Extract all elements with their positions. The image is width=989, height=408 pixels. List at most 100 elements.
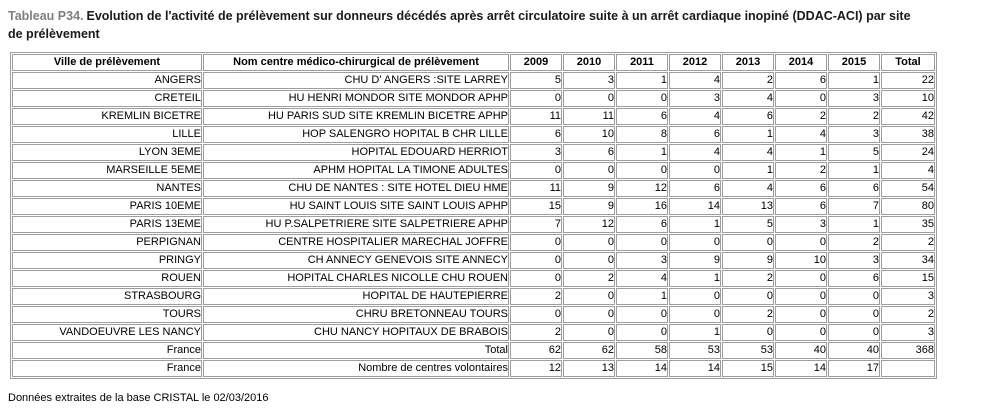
column-header-2010: 2010: [563, 54, 615, 72]
year-value-cell: 0: [616, 324, 668, 342]
city-cell: CRETEIL: [12, 90, 202, 108]
total-cell: 10: [881, 90, 935, 108]
total-cell: 24: [881, 144, 935, 162]
year-value-cell: 0: [722, 324, 774, 342]
center-cell: CHU NANCY HOPITAUX DE BRABOIS: [203, 324, 509, 342]
year-value-cell: 4: [722, 180, 774, 198]
center-cell: CHRU BRETONNEAU TOURS: [203, 306, 509, 324]
year-value-cell: 0: [616, 306, 668, 324]
year-value-cell: 9: [669, 252, 721, 270]
year-value-cell: 0: [775, 288, 827, 306]
table-row: NANTES CHU DE NANTES : SITE HOTEL DIEU HM…: [12, 180, 935, 198]
year-value-cell: 3: [669, 90, 721, 108]
header-row: Ville de prélèvement Nom centre médico-c…: [12, 54, 935, 72]
year-value-cell: 4: [669, 144, 721, 162]
city-cell: VANDOEUVRE LES NANCY: [12, 324, 202, 342]
year-value-cell: 0: [563, 288, 615, 306]
city-cell: ANGERS: [12, 72, 202, 90]
year-value-cell: 62: [510, 342, 562, 360]
city-cell: MARSEILLE 5EME: [12, 162, 202, 180]
year-value-cell: 53: [722, 342, 774, 360]
center-cell: HOPITAL EDOUARD HERRIOT: [203, 144, 509, 162]
year-value-cell: 11: [510, 180, 562, 198]
year-value-cell: 6: [775, 72, 827, 90]
table-row: CRETEIL HU HENRI MONDOR SITE MONDOR APHP 0…: [12, 90, 935, 108]
year-value-cell: 14: [775, 360, 827, 378]
total-cell: 4: [881, 162, 935, 180]
year-value-cell: 1: [828, 72, 880, 90]
city-cell: KREMLIN BICETRE: [12, 108, 202, 126]
city-cell: STRASBOURG: [12, 288, 202, 306]
year-value-cell: 0: [563, 324, 615, 342]
year-value-cell: 6: [563, 144, 615, 162]
year-value-cell: 1: [722, 126, 774, 144]
column-header-2014: 2014: [775, 54, 827, 72]
year-value-cell: 0: [828, 324, 880, 342]
center-cell: HOP SALENGRO HOPITAL B CHR LILLE: [203, 126, 509, 144]
year-value-cell: 2: [775, 162, 827, 180]
year-value-cell: 0: [563, 234, 615, 252]
year-value-cell: 11: [563, 108, 615, 126]
year-value-cell: 1: [669, 270, 721, 288]
year-value-cell: 2: [775, 108, 827, 126]
year-value-cell: 9: [563, 180, 615, 198]
total-cell: 38: [881, 126, 935, 144]
year-value-cell: 3: [563, 72, 615, 90]
table-title-text: Evolution de l'activité de prélèvement s…: [8, 9, 911, 42]
year-value-cell: 0: [669, 288, 721, 306]
year-value-cell: 17: [828, 360, 880, 378]
year-value-cell: 15: [510, 198, 562, 216]
center-cell: HOPITAL CHARLES NICOLLE CHU ROUEN: [203, 270, 509, 288]
center-cell: CHU D' ANGERS :SITE LARREY: [203, 72, 509, 90]
city-cell: ROUEN: [12, 270, 202, 288]
total-cell: 3: [881, 324, 935, 342]
year-value-cell: 0: [510, 270, 562, 288]
year-value-cell: 40: [828, 342, 880, 360]
year-value-cell: 0: [510, 162, 562, 180]
year-value-cell: 6: [775, 180, 827, 198]
city-cell: France: [12, 342, 202, 360]
center-cell: HU PARIS SUD SITE KREMLIN BICETRE APHP: [203, 108, 509, 126]
table-row: France Total 62 62 58 53 53 40 40 368: [12, 342, 935, 360]
year-value-cell: 10: [563, 126, 615, 144]
year-value-cell: 5: [510, 72, 562, 90]
year-value-cell: 4: [669, 72, 721, 90]
year-value-cell: 1: [722, 162, 774, 180]
year-value-cell: 0: [563, 90, 615, 108]
year-value-cell: 5: [828, 144, 880, 162]
table-row: ROUEN HOPITAL CHARLES NICOLLE CHU ROUEN 0 2…: [12, 270, 935, 288]
year-value-cell: 2: [828, 108, 880, 126]
year-value-cell: 1: [669, 216, 721, 234]
year-value-cell: 4: [775, 126, 827, 144]
table-row: MARSEILLE 5EME APHM HOPITAL LA TIMONE ADU…: [12, 162, 935, 180]
year-value-cell: 10: [775, 252, 827, 270]
city-cell: TOURS: [12, 306, 202, 324]
table-row: PARIS 10EME HU SAINT LOUIS SITE SAINT LOU…: [12, 198, 935, 216]
year-value-cell: 0: [828, 288, 880, 306]
year-value-cell: 1: [616, 144, 668, 162]
center-cell: CHU DE NANTES : SITE HOTEL DIEU HME: [203, 180, 509, 198]
total-cell: [881, 360, 935, 378]
year-value-cell: 2: [828, 234, 880, 252]
year-value-cell: 13: [722, 198, 774, 216]
year-value-cell: 14: [616, 360, 668, 378]
year-value-cell: 16: [616, 198, 668, 216]
year-value-cell: 0: [510, 306, 562, 324]
table-row: France Nombre de centres volontaires 12 13 1…: [12, 360, 935, 378]
year-value-cell: 4: [616, 270, 668, 288]
year-value-cell: 2: [510, 288, 562, 306]
year-value-cell: 0: [722, 234, 774, 252]
table-row: ANGERS CHU D' ANGERS :SITE LARREY 5 3 1 4 2 6 1 2…: [12, 72, 935, 90]
year-value-cell: 0: [828, 306, 880, 324]
year-value-cell: 0: [563, 252, 615, 270]
source-note: Données extraites de la base CRISTAL le …: [8, 392, 269, 405]
year-value-cell: 6: [828, 270, 880, 288]
year-value-cell: 14: [669, 198, 721, 216]
year-value-cell: 58: [616, 342, 668, 360]
column-header-2013: 2013: [722, 54, 774, 72]
table-title: Tableau P34. Evolution de l'activité de p…: [0, 0, 948, 43]
year-value-cell: 8: [616, 126, 668, 144]
table-row: LYON 3EME HOPITAL EDOUARD HERRIOT 3 6 1 4 4 1 5 2…: [12, 144, 935, 162]
year-value-cell: 12: [616, 180, 668, 198]
column-header-2012: 2012: [669, 54, 721, 72]
